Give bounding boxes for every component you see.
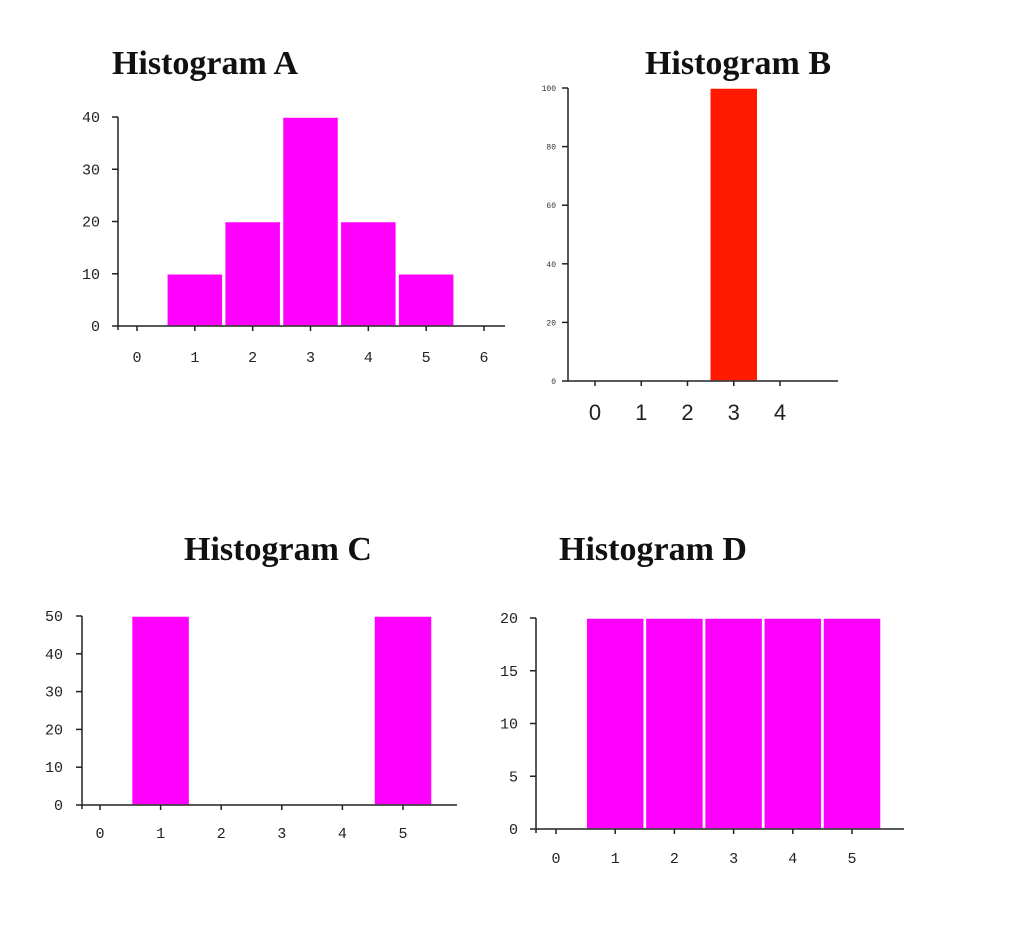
x-tick-label: 2 bbox=[217, 826, 226, 843]
x-tick-label: 4 bbox=[774, 400, 786, 425]
x-tick-label: 3 bbox=[729, 851, 738, 868]
bar bbox=[709, 87, 759, 382]
x-tick-label: 4 bbox=[788, 851, 797, 868]
x-tick-label: 0 bbox=[589, 400, 601, 425]
y-tick-label: 0 bbox=[91, 319, 100, 336]
histogram-b-title: Histogram B bbox=[645, 45, 831, 82]
y-tick-label: 10 bbox=[82, 267, 100, 284]
y-tick-label: 30 bbox=[82, 162, 100, 179]
histogram-a: Histogram A 0 1 2 3 4 5 6 0 10 20 30 40 bbox=[82, 45, 505, 367]
bar bbox=[130, 615, 191, 806]
bar bbox=[822, 617, 882, 830]
y-tick-label: 10 bbox=[500, 717, 518, 734]
y-tick-label: 0 bbox=[551, 378, 556, 387]
histogram-d: Histogram D 0 1 2 3 4 5 0 5 10 15 20 bbox=[500, 531, 904, 868]
x-tick-label: 2 bbox=[681, 400, 693, 425]
x-tick-label: 5 bbox=[847, 851, 856, 868]
bar bbox=[166, 273, 224, 327]
bar bbox=[281, 116, 340, 327]
x-tick-label: 2 bbox=[670, 851, 679, 868]
x-tick-label: 5 bbox=[398, 826, 407, 843]
x-tick-label: 3 bbox=[277, 826, 286, 843]
bar bbox=[703, 617, 764, 830]
x-tick-label: 1 bbox=[190, 350, 199, 367]
bar bbox=[339, 220, 398, 327]
y-tick-label: 40 bbox=[546, 261, 556, 270]
x-tick-label: 1 bbox=[611, 851, 620, 868]
y-tick-label: 60 bbox=[546, 202, 556, 211]
y-tick-label: 80 bbox=[546, 144, 556, 153]
y-tick-label: 20 bbox=[45, 722, 63, 739]
histogram-c-title: Histogram C bbox=[184, 531, 372, 568]
x-tick-label: 5 bbox=[422, 350, 431, 367]
y-tick-label: 20 bbox=[546, 319, 556, 328]
x-tick-label: 4 bbox=[364, 350, 373, 367]
bar bbox=[223, 220, 282, 327]
x-tick-label: 2 bbox=[248, 350, 257, 367]
y-tick-label: 0 bbox=[54, 798, 63, 815]
bar bbox=[585, 617, 645, 830]
y-tick-label: 5 bbox=[509, 769, 518, 786]
x-tick-label: 6 bbox=[479, 350, 488, 367]
x-tick-label: 3 bbox=[728, 400, 740, 425]
y-tick-label: 30 bbox=[45, 685, 63, 702]
x-tick-label: 4 bbox=[338, 826, 347, 843]
bar bbox=[763, 617, 823, 830]
x-tick-label: 3 bbox=[306, 350, 315, 367]
x-tick-label: 1 bbox=[635, 400, 647, 425]
y-tick-label: 40 bbox=[82, 110, 100, 127]
y-tick-label: 50 bbox=[45, 609, 63, 626]
histogram-d-title: Histogram D bbox=[559, 531, 747, 568]
y-tick-label: 100 bbox=[542, 85, 557, 94]
bar bbox=[644, 617, 705, 830]
x-tick-label: 0 bbox=[551, 851, 560, 868]
x-tick-label: 1 bbox=[156, 826, 165, 843]
y-tick-label: 40 bbox=[45, 647, 63, 664]
x-tick-label: 0 bbox=[132, 350, 141, 367]
histogram-a-title: Histogram A bbox=[112, 45, 298, 82]
y-tick-label: 20 bbox=[82, 215, 100, 232]
bar bbox=[373, 615, 433, 806]
y-tick-label: 20 bbox=[500, 611, 518, 628]
bar bbox=[397, 273, 455, 327]
y-tick-label: 15 bbox=[500, 664, 518, 681]
x-tick-label: 0 bbox=[95, 826, 104, 843]
y-tick-label: 10 bbox=[45, 760, 63, 777]
y-tick-label: 0 bbox=[509, 822, 518, 839]
